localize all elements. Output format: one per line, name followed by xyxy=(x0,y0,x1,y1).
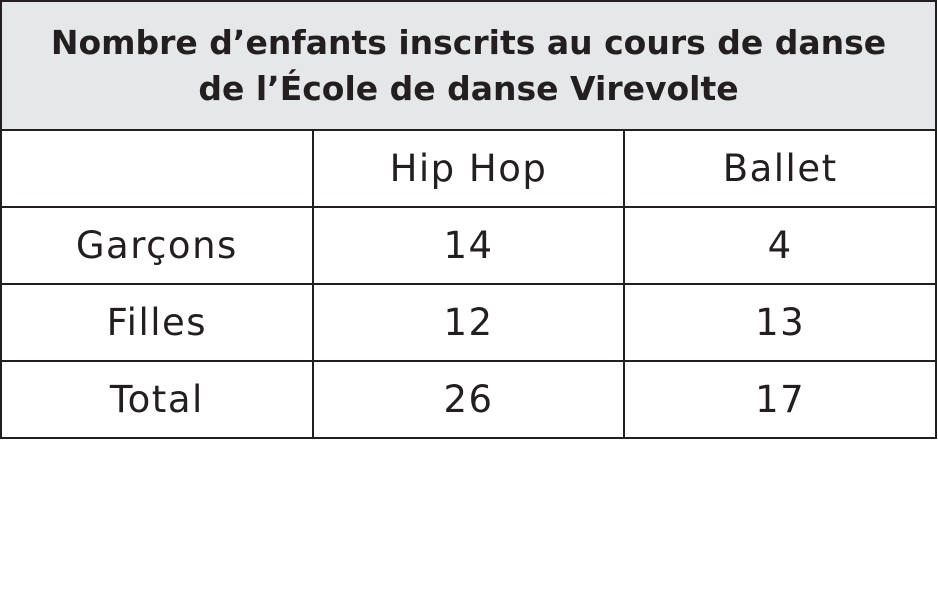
table-row: Total 26 17 xyxy=(0,360,937,439)
column-header-hip-hop: Hip Hop xyxy=(311,129,626,208)
row-label: Total xyxy=(0,360,314,439)
column-header-ballet: Ballet xyxy=(623,129,937,208)
header-row: Hip Hop Ballet xyxy=(0,129,937,208)
cell: 26 xyxy=(311,360,626,439)
table-row: Filles 12 13 xyxy=(0,283,937,362)
row-label: Filles xyxy=(0,283,314,362)
cell: 17 xyxy=(623,360,937,439)
title-line-2: de l’École de danse Virevolte xyxy=(198,68,739,108)
table-title: Nombre d’enfants inscrits au cours de da… xyxy=(0,0,937,131)
cell: 4 xyxy=(623,206,937,285)
title-line-1: Nombre d’enfants inscrits au cours de da… xyxy=(50,22,887,62)
corner-cell xyxy=(0,129,314,208)
cell: 12 xyxy=(311,283,626,362)
row-label: Garçons xyxy=(0,206,314,285)
enrollment-table: Nombre d’enfants inscrits au cours de da… xyxy=(0,0,937,439)
table-row: Garçons 14 4 xyxy=(0,206,937,285)
cell: 13 xyxy=(623,283,937,362)
cell: 14 xyxy=(311,206,626,285)
